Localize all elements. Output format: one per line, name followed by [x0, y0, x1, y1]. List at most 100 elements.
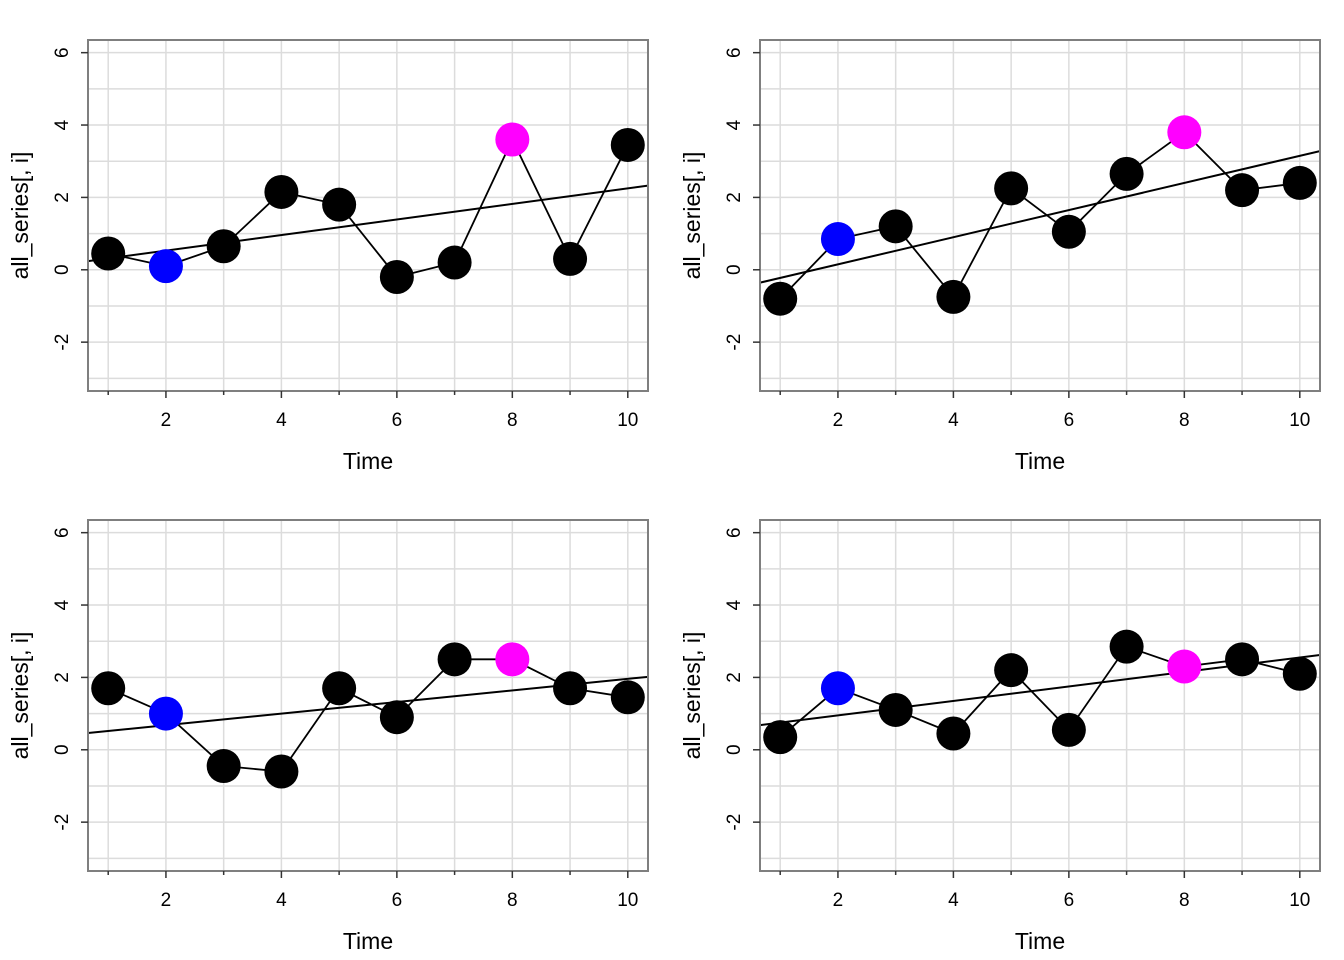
panel-3-series-line — [107, 658, 628, 773]
panel-4-x-tick-label: 4 — [948, 890, 959, 911]
panel-3-point-3 — [206, 749, 241, 784]
panel-2-point-7 — [1109, 156, 1144, 191]
panel-3-x-tick-label: 8 — [507, 890, 518, 911]
panel-4-point-7 — [1109, 629, 1144, 664]
panel-4-series-line — [779, 645, 1301, 738]
panel-2-x-tick-label: 6 — [1064, 410, 1075, 431]
panel-1-y-tick-label: 2 — [52, 192, 73, 203]
panel-1-point-1 — [91, 236, 126, 271]
panel-4-frame — [759, 519, 1321, 872]
panel-3: 2 4 6 8 10 -2 0 2 4 6 Time all_series[, i] — [7, 519, 649, 954]
panel-1-point-6 — [379, 260, 414, 295]
panel-4-x-tick-label: 8 — [1179, 890, 1190, 911]
panel-2-x-axis-title: Time — [1015, 448, 1065, 474]
panel-1-point-5 — [322, 187, 357, 222]
panel-2-point-5 — [994, 171, 1029, 206]
panel-1-x-tick-label: 10 — [617, 410, 638, 431]
panel-4-y-tick-label: 4 — [724, 599, 745, 610]
panel-4-point-4 — [936, 716, 971, 751]
panel-1-series-line — [108, 137, 629, 279]
panel-2-point-1 — [763, 281, 798, 316]
panel-1-point-8 — [495, 122, 530, 157]
panel-3-point-5 — [322, 671, 357, 706]
panel-4-x-tick-label: 10 — [1289, 890, 1310, 911]
panel-3-y-tick-label: 6 — [52, 527, 73, 538]
panel-1-x-tick-label: 2 — [161, 410, 172, 431]
panel-4: 2 4 6 8 10 -2 0 2 4 6 Time all_series[, i] — [679, 519, 1321, 954]
panel-3-point-10 — [610, 680, 645, 715]
panel-4-point-1 — [763, 720, 798, 755]
panel-1-point-2 — [148, 249, 183, 284]
panel-2-y-tick-label: 6 — [724, 47, 745, 58]
panel-2-y-tick-label: 4 — [724, 119, 745, 130]
panel-1-y-tick-label: 6 — [52, 47, 73, 58]
panel-4-y-tick-label: -2 — [724, 814, 745, 831]
panel-4-point-2 — [820, 671, 855, 706]
panel-3-y-axis-title: all_series[, i] — [7, 632, 33, 760]
panel-1-point-7 — [437, 245, 472, 280]
panel-3-y-tick-label: 0 — [52, 744, 73, 755]
panel-4-y-tick-label: 2 — [724, 672, 745, 683]
panel-4-point-8 — [1167, 649, 1202, 684]
panel-1-grid — [88, 40, 648, 391]
panel-2-x-tick-label: 4 — [948, 410, 959, 431]
panel-1-y-tick-label: 0 — [52, 264, 73, 275]
panel-3-y-tick-label: 2 — [52, 672, 73, 683]
panel-2-point-4 — [936, 279, 971, 314]
panel-2: 2 4 6 8 10 -2 0 2 4 6 Time all_series[, i] — [679, 39, 1321, 474]
panel-3-x-tick-label: 2 — [161, 890, 172, 911]
panel-2-y-tick-label: 0 — [724, 264, 745, 275]
panel-1-x-tick-label: 4 — [276, 410, 287, 431]
panel-1-x-axis-title: Time — [343, 448, 393, 474]
panel-4-y-tick-label: 6 — [724, 527, 745, 538]
panel-3-point-4 — [264, 754, 299, 789]
panel-2-grid — [760, 40, 1320, 391]
panel-2-x-tick-label: 2 — [833, 410, 844, 431]
panel-3-point-8 — [495, 642, 530, 677]
panel-4-trend-line — [760, 653, 1320, 727]
panel-2-point-6 — [1051, 214, 1086, 249]
panel-4-point-3 — [878, 692, 913, 727]
panel-1-point-4 — [264, 174, 299, 209]
panel-2-point-8 — [1167, 115, 1202, 150]
panel-1-point-3 — [206, 229, 241, 264]
panel-1-y-axis-title: all_series[, i] — [7, 152, 33, 280]
panel-3-x-tick-label: 6 — [392, 890, 403, 911]
panel-4-x-tick-label: 6 — [1064, 890, 1075, 911]
panel-4-point-6 — [1051, 712, 1086, 747]
panel-3-point-9 — [553, 671, 588, 706]
panel-1-frame — [87, 39, 649, 392]
panel-2-point-3 — [878, 209, 913, 244]
panel-3-point-6 — [379, 700, 414, 735]
panel-1-point-9 — [553, 241, 588, 276]
panel-2-point-2 — [820, 222, 855, 257]
panel-3-point-2 — [148, 696, 183, 731]
panel-4-point-9 — [1225, 642, 1260, 677]
panel-2-y-tick-label: -2 — [724, 334, 745, 351]
panel-4-x-tick-label: 2 — [833, 890, 844, 911]
panel-4-y-tick-label: 0 — [724, 744, 745, 755]
panel-1-y-tick-label: 4 — [52, 119, 73, 130]
panel-3-y-tick-label: 4 — [52, 599, 73, 610]
panel-1: 2 4 6 8 10 -2 0 2 4 6 Time all_series[, i] — [7, 39, 649, 474]
panel-3-y-tick-label: -2 — [52, 814, 73, 831]
panel-3-x-tick-label: 4 — [276, 890, 287, 911]
panel-1-x-tick-label: 8 — [507, 410, 518, 431]
panel-4-point-5 — [994, 653, 1029, 688]
panel-4-point-10 — [1282, 656, 1317, 691]
panel-2-y-axis-title: all_series[, i] — [679, 152, 705, 280]
panel-1-point-10 — [610, 127, 645, 162]
panel-2-x-tick-label: 8 — [1179, 410, 1190, 431]
panel-2-point-10 — [1282, 165, 1317, 200]
panel-1-x-tick-label: 6 — [392, 410, 403, 431]
panel-2-series-line — [779, 131, 1300, 300]
panel-3-frame — [87, 519, 649, 872]
panel-2-frame — [759, 39, 1321, 392]
panel-4-y-axis-title: all_series[, i] — [679, 632, 705, 760]
panel-2-point-9 — [1225, 173, 1260, 208]
panel-4-x-axis-title: Time — [1015, 928, 1065, 954]
panel-3-x-tick-label: 10 — [617, 890, 638, 911]
panel-2-trend-line — [760, 150, 1320, 284]
panel-3-point-7 — [437, 642, 472, 677]
